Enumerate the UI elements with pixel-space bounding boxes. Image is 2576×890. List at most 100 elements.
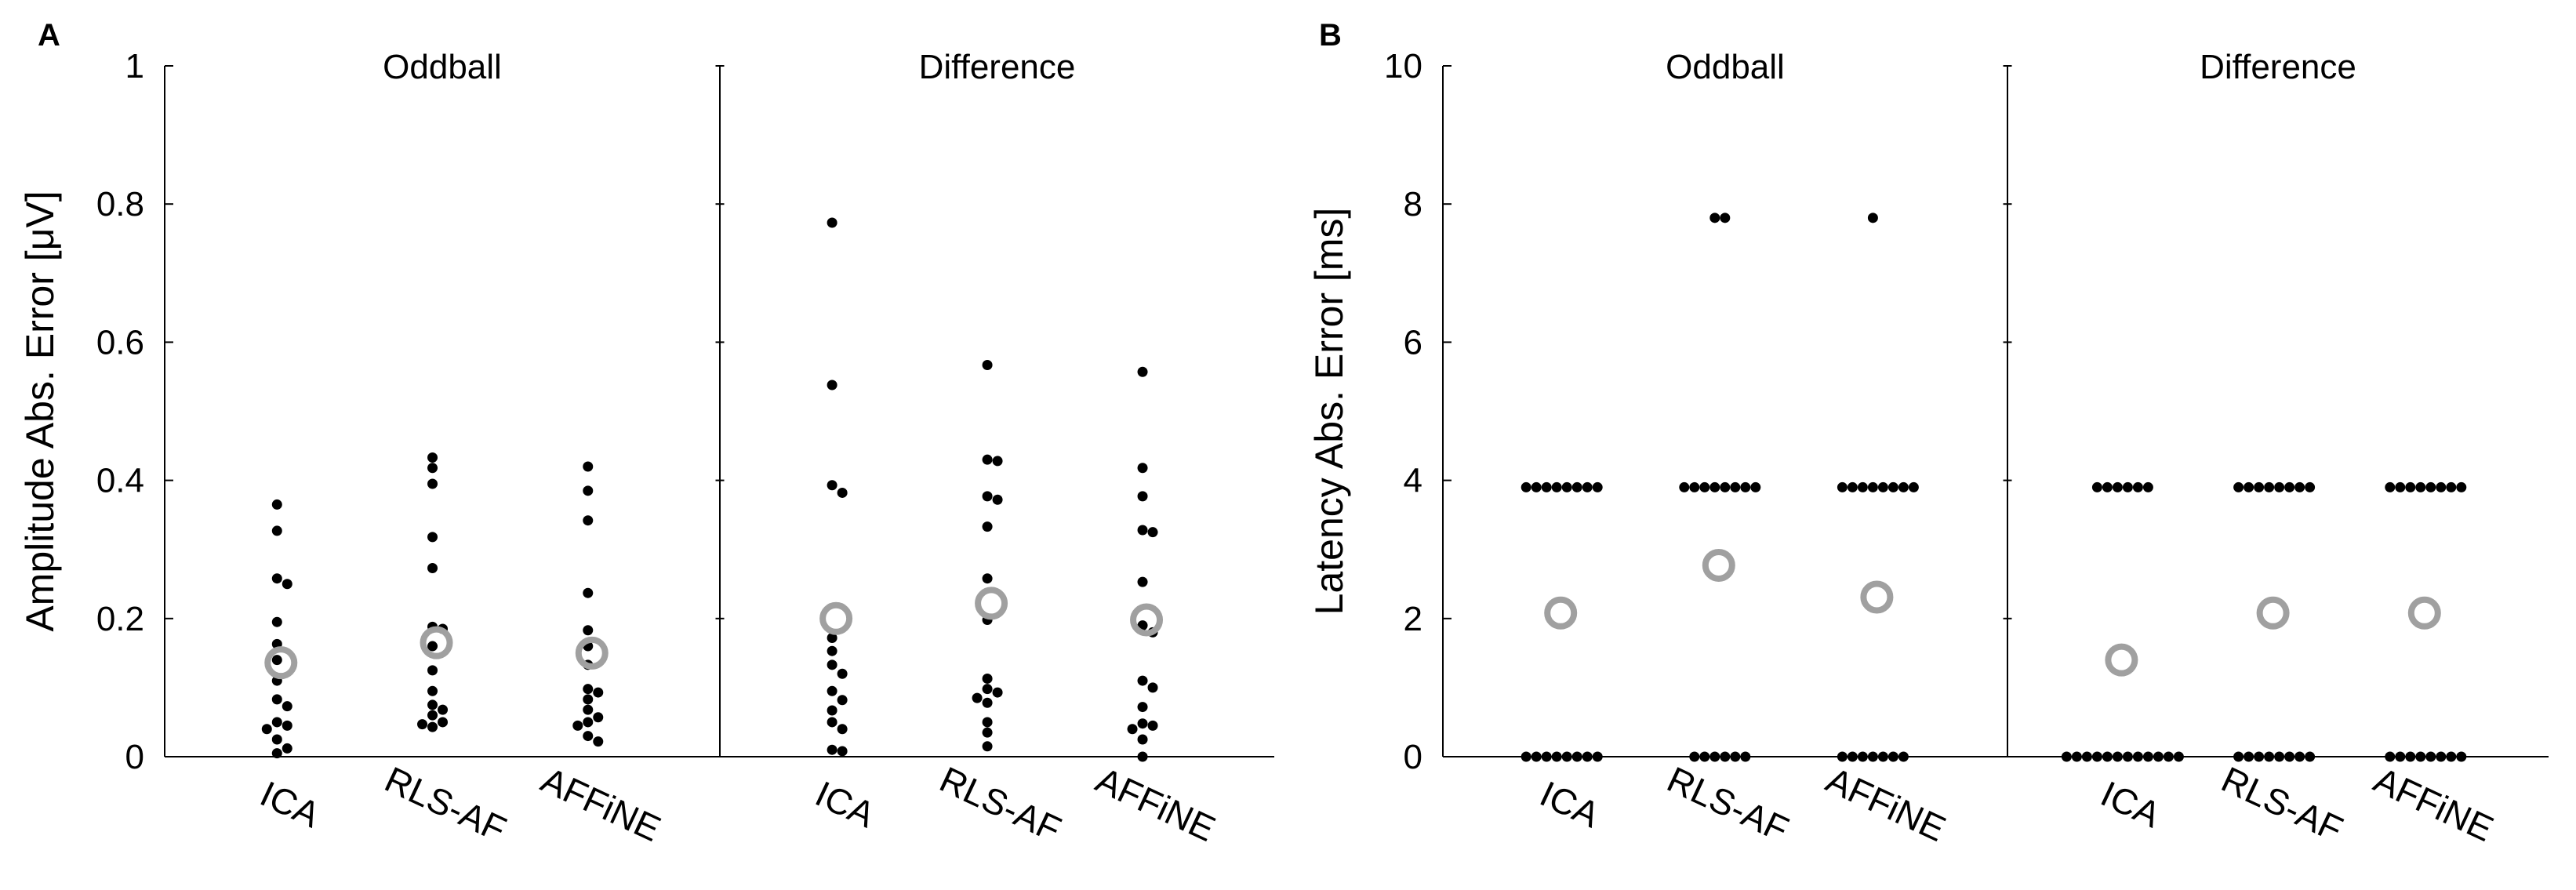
data-point <box>427 452 438 463</box>
data-point <box>1699 481 1710 492</box>
data-point <box>2294 751 2305 762</box>
panel-B: B 0 2 4 6 8 10 Latency Abs. Error [ms] Oddball IC… <box>1307 18 2549 850</box>
data-point <box>2102 751 2113 762</box>
data-point <box>1847 751 1858 762</box>
panel-letter: B <box>1319 18 1342 53</box>
group-ica: ICA <box>1521 481 1606 835</box>
subplot-title: Difference <box>2200 48 2356 86</box>
x-tick-label: ICA <box>2095 773 2167 836</box>
data-point <box>438 704 449 715</box>
data-point <box>1837 481 1848 492</box>
subplot-difference: Difference ICA RLS-AF AFFiNE <box>2061 48 2500 850</box>
data-point <box>827 632 837 643</box>
data-point <box>1847 481 1858 492</box>
data-point <box>2264 751 2275 762</box>
data-point <box>992 687 1003 698</box>
data-point <box>982 491 993 502</box>
data-point <box>2163 751 2174 762</box>
data-point <box>2415 751 2426 762</box>
data-point <box>1689 751 1700 762</box>
data-point <box>1689 481 1700 492</box>
data-point <box>1740 481 1751 492</box>
data-point <box>2244 481 2254 492</box>
data-point <box>2446 751 2457 762</box>
data-point <box>2233 751 2244 762</box>
panel-A: A 0 0.2 0.4 0.6 0.8 1 Amplitude Abs. Error [μV]… <box>18 18 1274 850</box>
group-rls-af: RLS-AF <box>1661 213 1795 850</box>
data-point <box>2153 751 2164 762</box>
data-point <box>1592 751 1603 762</box>
data-point <box>572 720 583 731</box>
data-point <box>1137 491 1148 502</box>
data-point <box>2274 751 2285 762</box>
data-point <box>271 694 282 705</box>
x-tick-label: ICA <box>809 773 881 836</box>
data-point <box>1561 751 1572 762</box>
data-point <box>2446 481 2457 492</box>
y-tick-label: 0.4 <box>96 462 144 500</box>
data-point <box>2436 481 2447 492</box>
data-point <box>1521 481 1531 492</box>
data-point <box>982 741 993 752</box>
data-point <box>427 710 438 721</box>
data-point <box>837 668 848 679</box>
data-point <box>1740 751 1751 762</box>
data-point <box>271 748 282 759</box>
data-point <box>282 720 292 731</box>
data-point <box>1137 366 1148 377</box>
data-point <box>427 532 438 543</box>
data-point <box>2284 481 2295 492</box>
group-affine: AFFiNE <box>1090 366 1222 849</box>
data-point <box>427 562 438 573</box>
data-point <box>982 573 993 584</box>
data-point <box>271 717 282 728</box>
data-point <box>1837 751 1848 762</box>
y-tick-label: 4 <box>1404 462 1422 500</box>
data-point <box>2254 481 2265 492</box>
mean-marker <box>975 587 1008 620</box>
data-point <box>1887 481 1898 492</box>
data-point <box>2142 481 2153 492</box>
mean-marker <box>420 626 453 659</box>
data-point <box>1551 751 1562 762</box>
y-tick-label: 0.2 <box>96 600 144 638</box>
data-point <box>2122 481 2133 492</box>
data-point <box>1592 481 1603 492</box>
data-point <box>2173 751 2184 762</box>
data-point <box>1699 751 1710 762</box>
x-tick-label: AFFiNE <box>536 759 667 849</box>
group-affine: AFFiNE <box>536 461 667 849</box>
data-point <box>583 461 594 472</box>
data-point <box>1531 751 1542 762</box>
data-point <box>2081 751 2092 762</box>
data-point <box>2142 751 2153 762</box>
data-point <box>427 699 438 710</box>
group-ica: ICA <box>2061 481 2184 836</box>
data-point <box>837 695 848 706</box>
group-affine: AFFiNE <box>1820 213 1952 849</box>
x-tick-label: AFFiNE <box>2368 759 2500 849</box>
data-point <box>271 525 282 536</box>
data-point <box>417 719 428 730</box>
mean-marker <box>1544 596 1578 630</box>
data-point <box>1709 213 1720 223</box>
data-point <box>583 731 594 742</box>
subplot-title: Oddball <box>383 48 502 86</box>
data-point <box>2395 751 2406 762</box>
data-point <box>2294 481 2305 492</box>
data-point <box>2061 751 2072 762</box>
data-point <box>982 684 993 695</box>
data-point <box>2385 751 2396 762</box>
data-point <box>593 687 604 698</box>
data-point <box>1867 751 1878 762</box>
group-ica: ICA <box>254 499 326 835</box>
x-tick-label: ICA <box>254 773 326 836</box>
data-point <box>1867 481 1878 492</box>
data-point <box>1551 481 1562 492</box>
data-point <box>1887 751 1898 762</box>
data-point <box>2091 481 2102 492</box>
y-tick-label: 2 <box>1404 600 1422 638</box>
data-point <box>1137 751 1148 762</box>
data-point <box>583 625 594 636</box>
